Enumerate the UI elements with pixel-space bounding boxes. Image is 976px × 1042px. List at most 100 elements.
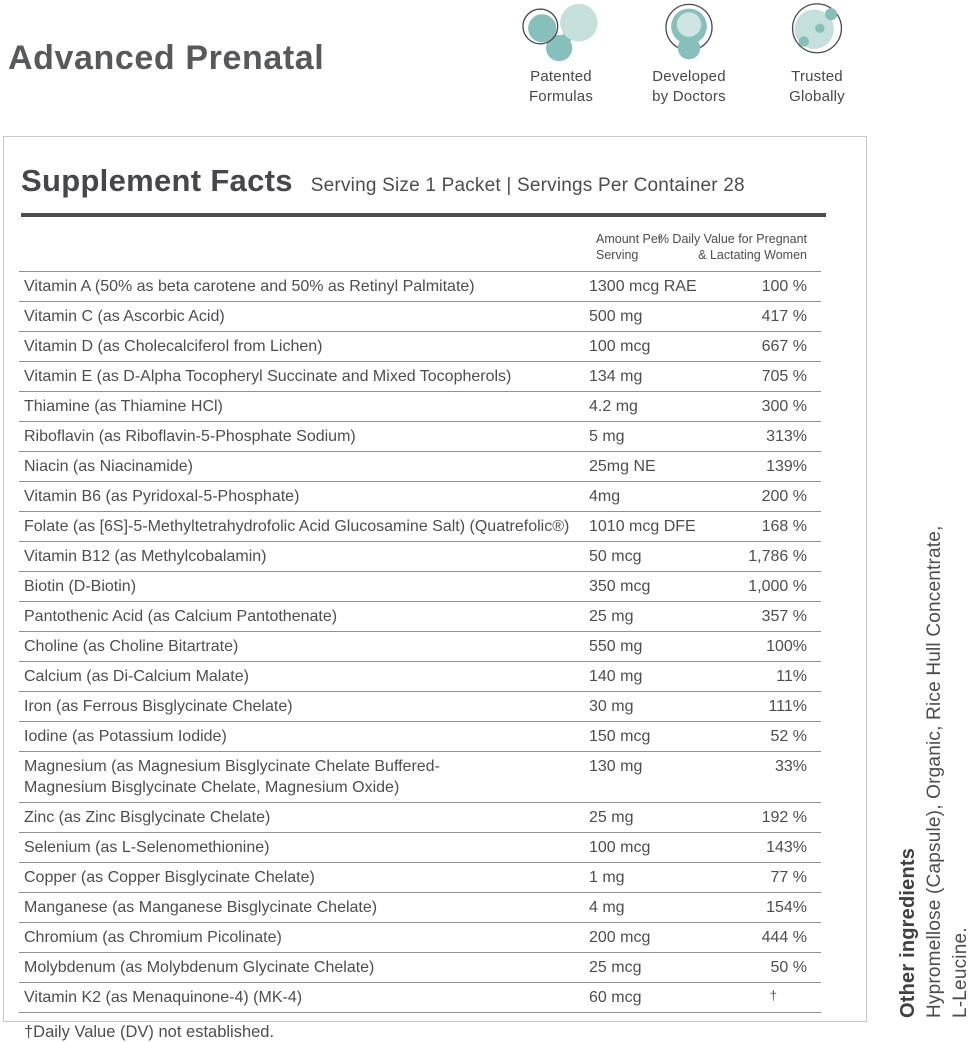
- column-headers: Amount Per Serving % Daily Value for Pre…: [4, 223, 866, 271]
- table-row: Chromium (as Chromium Picolinate) 200 mc…: [19, 923, 821, 953]
- row-name: Pantothenic Acid (as Calcium Pantothenat…: [24, 608, 338, 625]
- table-row: Biotin (D-Biotin) 350 mcg 1,000 %: [19, 572, 821, 602]
- table-row: Vitamin E (as D-Alpha Tocopheryl Succina…: [19, 362, 821, 392]
- table-row: Vitamin D (as Cholecalciferol from Liche…: [19, 332, 821, 362]
- badge-group: Patented Formulas Developed by Doctors T…: [503, 2, 875, 107]
- row-amount: 1300 mcg RAE: [589, 278, 697, 295]
- table-row: Niacin (as Niacinamide) 25mg NE 139%: [19, 452, 821, 482]
- badge-label: Trusted Globally: [789, 68, 845, 105]
- row-amount: 50 mcg: [589, 548, 642, 565]
- table-row: Molybdenum (as Molybdenum Glycinate Chel…: [19, 953, 821, 983]
- row-name: Vitamin E (as D-Alpha Tocopheryl Succina…: [24, 368, 512, 385]
- table-row: Thiamine (as Thiamine HCl) 4.2 mg 300 %: [19, 392, 821, 422]
- row-name: Iron (as Ferrous Bisglycinate Chelate): [24, 698, 293, 715]
- other-ingredients-note: Other ingredients Hypromellose (Capsule)…: [895, 453, 974, 1018]
- table-row: Manganese (as Manganese Bisglycinate Che…: [19, 893, 821, 923]
- row-name: Niacin (as Niacinamide): [24, 458, 193, 475]
- row-name: Manganese (as Manganese Bisglycinate Che…: [24, 899, 378, 916]
- row-name: Zinc (as Zinc Bisglycinate Chelate): [24, 809, 271, 826]
- badge-trusted-globally: Trusted Globally: [759, 2, 875, 107]
- row-amount: 130 mg: [589, 758, 643, 775]
- row-name: Iodine (as Potassium Iodide): [24, 728, 227, 745]
- table-row: Choline (as Choline Bitartrate) 550 mg 1…: [19, 632, 821, 662]
- badge-label: Patented Formulas: [528, 68, 594, 105]
- row-dv: 192 %: [761, 809, 807, 826]
- table-row: Pantothenic Acid (as Calcium Pantothenat…: [19, 602, 821, 632]
- row-name: Calcium (as Di-Calcium Malate): [24, 668, 249, 685]
- row-amount: 5 mg: [589, 428, 625, 445]
- row-dv: 1,000 %: [748, 578, 807, 595]
- row-name: Vitamin B12 (as Methylcobalamin): [24, 548, 267, 565]
- row-dv: 100 %: [761, 278, 807, 295]
- row-dv: 139%: [766, 458, 807, 475]
- row-dv: 357 %: [761, 608, 807, 625]
- table-row: Iodine (as Potassium Iodide) 150 mcg 52 …: [19, 722, 821, 752]
- row-dv: 33%: [774, 758, 807, 775]
- row-amount: 4 mg: [589, 899, 625, 916]
- row-amount: 4.2 mg: [589, 398, 638, 415]
- row-name: Vitamin C (as Ascorbic Acid): [24, 308, 225, 325]
- panel-head: Supplement Facts Serving Size 1 Packet |…: [4, 137, 866, 199]
- row-name: Folate (as [6S]-5-Methyltetrahydrofolic …: [24, 518, 570, 535]
- table-row: Copper (as Copper Bisglycinate Chelate) …: [19, 863, 821, 893]
- row-amount: 4mg: [589, 488, 621, 505]
- row-name: Choline (as Choline Bitartrate): [24, 638, 239, 655]
- row-amount: 200 mcg: [589, 929, 651, 946]
- other-ingredients-text: Hypromellose (Capsule), Organic, Rice Hu…: [924, 525, 971, 1018]
- row-amount: 25mg NE: [589, 458, 656, 475]
- amount-column-header: Amount Per Serving: [596, 232, 663, 262]
- other-ingredients-heading: Other ingredients: [897, 847, 919, 1018]
- row-dv: 444 %: [761, 929, 807, 946]
- row-dv: 77 %: [770, 869, 807, 886]
- row-name: Vitamin D (as Cholecalciferol from Liche…: [24, 338, 323, 355]
- row-amount: 1 mg: [589, 869, 625, 886]
- table-row: Selenium (as L-Selenomethionine) 100 mcg…: [19, 833, 821, 863]
- trusted-globally-icon: [791, 3, 843, 54]
- row-dv: 168 %: [761, 518, 807, 535]
- row-name: Magnesium (as Magnesium Bisglycinate Che…: [24, 758, 440, 796]
- row-dv: 667 %: [761, 338, 807, 355]
- row-dv: 11%: [776, 668, 807, 685]
- row-amount: 550 mg: [589, 638, 643, 655]
- table-row: Zinc (as Zinc Bisglycinate Chelate) 25 m…: [19, 803, 821, 833]
- row-amount: 140 mg: [589, 668, 643, 685]
- row-name: Selenium (as L-Selenomethionine): [24, 839, 270, 856]
- row-dv: 50 %: [770, 959, 807, 976]
- row-dv: 1,786 %: [748, 548, 807, 565]
- row-dv: 100%: [766, 638, 807, 655]
- table-row: Vitamin A (50% as beta carotene and 50% …: [19, 272, 821, 302]
- row-amount: 100 mcg: [589, 839, 651, 856]
- table-row: Vitamin C (as Ascorbic Acid) 500 mg 417 …: [19, 302, 821, 332]
- table-row: Magnesium (as Magnesium Bisglycinate Che…: [19, 752, 821, 803]
- dv-column-header: % Daily Value for Pregnant & Lactating W…: [657, 232, 807, 262]
- header-divider: [21, 213, 826, 217]
- facts-rows: Vitamin A (50% as beta carotene and 50% …: [19, 271, 821, 1013]
- row-dv: 143%: [766, 839, 807, 856]
- row-name: Riboflavin (as Riboflavin-5-Phosphate So…: [24, 428, 356, 445]
- table-row: Riboflavin (as Riboflavin-5-Phosphate So…: [19, 422, 821, 452]
- row-dv: 417 %: [761, 308, 807, 325]
- row-dv: 313%: [766, 428, 807, 445]
- row-amount: 134 mg: [589, 368, 643, 385]
- row-amount: 30 mg: [589, 698, 634, 715]
- row-amount: 60 mcg: [589, 989, 642, 1006]
- row-dv: 300 %: [761, 398, 807, 415]
- table-row: Folate (as [6S]-5-Methyltetrahydrofolic …: [19, 512, 821, 542]
- row-name: Molybdenum (as Molybdenum Glycinate Chel…: [24, 959, 375, 976]
- row-amount: 150 mcg: [589, 728, 651, 745]
- table-row: Vitamin B6 (as Pyridoxal-5-Phosphate) 4m…: [19, 482, 821, 512]
- serving-info: Serving Size 1 Packet | Servings Per Con…: [310, 175, 745, 196]
- row-amount: 25 mcg: [589, 959, 642, 976]
- badge-developed-by-doctors: Developed by Doctors: [619, 2, 759, 107]
- row-dv: 200 %: [761, 488, 807, 505]
- row-dv: 154%: [766, 899, 807, 916]
- row-dv: 111%: [768, 698, 807, 715]
- badge-patented-formulas: Patented Formulas: [503, 2, 619, 107]
- table-row: Iron (as Ferrous Bisglycinate Chelate) 3…: [19, 692, 821, 722]
- row-dv: 705 %: [761, 368, 807, 385]
- row-amount: 350 mcg: [589, 578, 651, 595]
- row-name: Chromium (as Chromium Picolinate): [24, 929, 282, 946]
- row-amount: 100 mcg: [589, 338, 651, 355]
- page-title: Advanced Prenatal: [8, 39, 325, 77]
- row-name: Vitamin K2 (as Menaquinone-4) (MK-4): [24, 989, 303, 1006]
